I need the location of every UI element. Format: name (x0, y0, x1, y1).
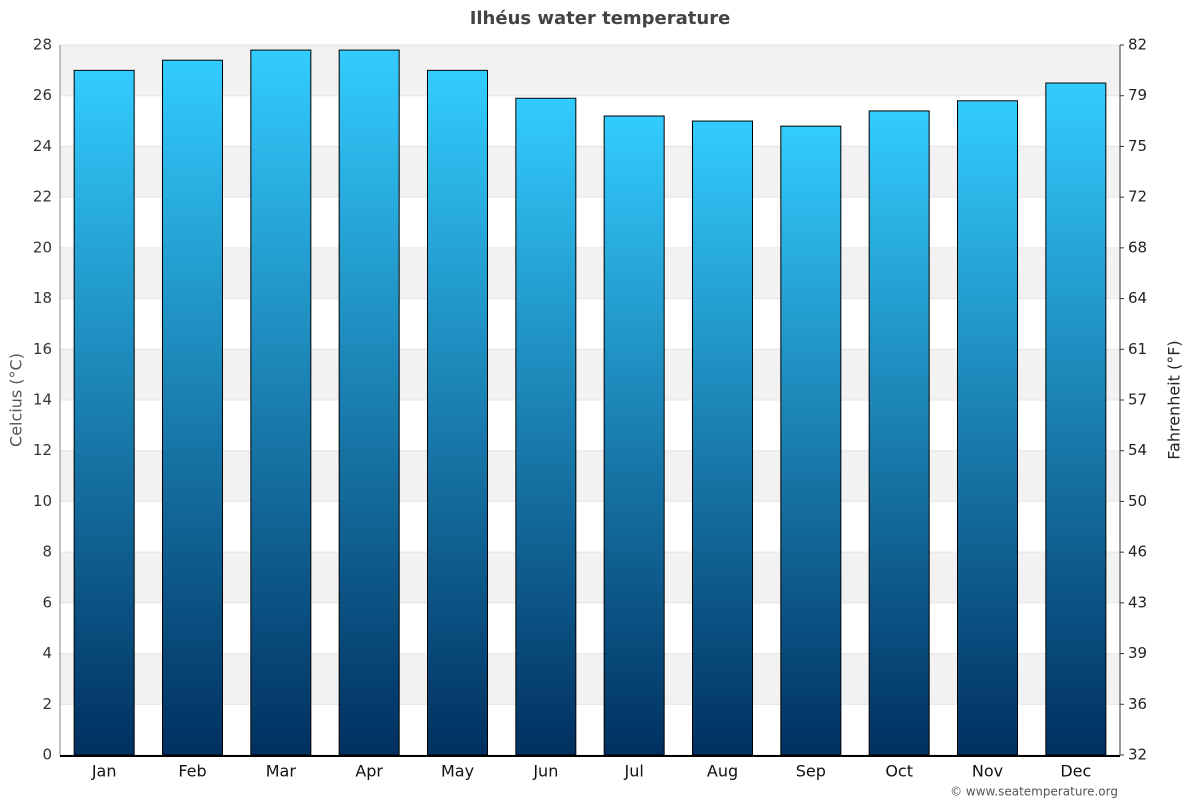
y2-tick-label: 50 (1128, 492, 1147, 510)
x-tick-label: Feb (178, 762, 206, 781)
y-tick-label: 20 (33, 238, 52, 256)
y-tick-label: 24 (33, 137, 52, 155)
x-tick-label: Jul (624, 762, 644, 781)
y-tick-label: 4 (42, 644, 52, 662)
y2-tick-label: 46 (1128, 543, 1147, 561)
x-tick-label: Nov (972, 762, 1003, 781)
bar (427, 69, 488, 756)
y2-tick-label: 61 (1128, 340, 1147, 358)
grid-band (60, 552, 1120, 603)
bar (603, 115, 665, 756)
bar (73, 69, 135, 756)
grid-band (60, 349, 1120, 400)
x-tick-label: Jun (532, 762, 558, 781)
grid-band (60, 450, 1120, 502)
source: © www.seatemperature.org (950, 785, 1118, 799)
y-tick-label: 16 (33, 340, 52, 358)
y-tick-label: 0 (42, 746, 52, 764)
bar (780, 125, 842, 756)
y2-axis-label: Fahrenheit (°F) (1165, 340, 1184, 459)
bar (250, 49, 312, 756)
bar (868, 110, 930, 756)
bar (515, 97, 577, 756)
y-tick-label: 26 (33, 86, 52, 104)
y-tick-label: 8 (42, 543, 52, 561)
bar (338, 49, 400, 756)
y2-tick-label: 54 (1128, 441, 1147, 459)
grid-band (60, 653, 1120, 705)
x-tick-label: Oct (885, 762, 913, 781)
y-tick-label: 2 (42, 695, 52, 713)
x-tick-label: Sep (796, 762, 826, 781)
x-tick-label: May (441, 762, 474, 781)
grid-band (60, 146, 1120, 198)
y2-tick-label: 68 (1128, 238, 1147, 256)
x-tick-label: Dec (1060, 762, 1091, 781)
y-tick-label: 10 (33, 492, 52, 510)
y2-tick-label: 57 (1128, 391, 1147, 409)
y2-tick-label: 79 (1128, 86, 1147, 104)
x-tick-label: Apr (355, 762, 383, 781)
y-axis-label: Celcius (°C) (7, 353, 26, 447)
x-tick-label: Jan (91, 762, 117, 781)
x-tick-label: Mar (266, 762, 297, 781)
y-tick-label: 12 (33, 441, 52, 459)
y2-tick-label: 39 (1128, 644, 1147, 662)
bar (957, 100, 1018, 756)
x-tick-label: Aug (707, 762, 738, 781)
y2-tick-label: 75 (1128, 137, 1147, 155)
grid-band (60, 247, 1120, 299)
y2-tick-label: 64 (1128, 289, 1147, 307)
y-tick-label: 18 (33, 289, 52, 307)
y-tick-label: 14 (33, 391, 52, 409)
y2-tick-label: 32 (1128, 746, 1147, 764)
y2-tick-label: 36 (1128, 695, 1147, 713)
y2-tick-label: 82 (1128, 36, 1147, 54)
y-tick-label: 28 (33, 36, 52, 54)
y2-tick-label: 72 (1128, 188, 1147, 206)
chart-title: Ilhéus water temperature (470, 8, 731, 29)
bar (692, 120, 753, 756)
y2-tick-label: 43 (1128, 593, 1147, 611)
bar (162, 59, 223, 756)
y-tick-label: 22 (33, 188, 52, 206)
bar (1045, 82, 1107, 756)
y-tick-label: 6 (42, 593, 52, 611)
grid-band (60, 45, 1120, 96)
